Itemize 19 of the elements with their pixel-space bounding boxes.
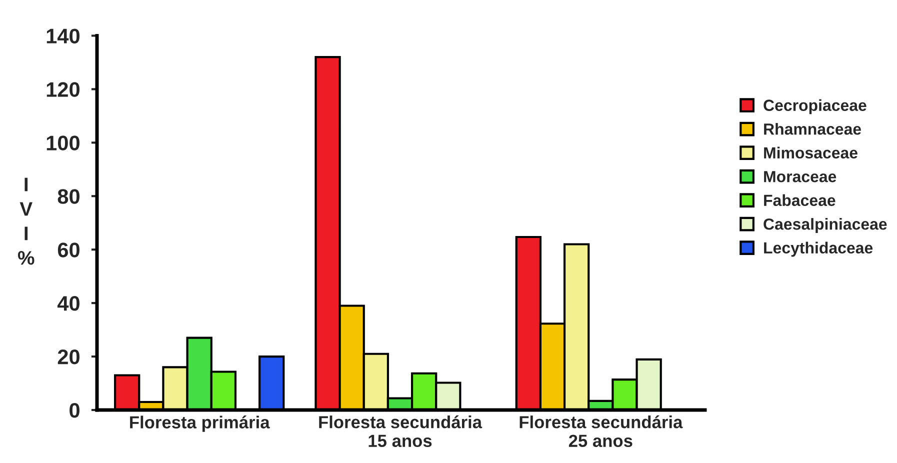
x-tick-label: Floresta primária (130, 416, 270, 432)
y-tick-label: 140 (46, 28, 80, 44)
y-tick-label: 40 (57, 296, 80, 311)
legend-label: Fabaceae (764, 194, 836, 206)
y-tick-label: 20 (58, 350, 80, 364)
legend-label: Mimosaceae (764, 146, 858, 159)
y-tick-label: 80 (58, 189, 80, 204)
legend-label: Moraceae (764, 171, 836, 182)
y-tick-label: 100 (46, 136, 80, 150)
legend-label: Lecythidaceae (764, 242, 873, 257)
y-tick-label: 120 (46, 82, 80, 97)
legend-label: Caesalpiniaceae (764, 218, 887, 233)
y-axis-title: I V I % (18, 178, 34, 265)
x-tick-label: Floresta secundária 25 anos (520, 415, 683, 448)
y-tick-label: 60 (58, 242, 80, 258)
y-tick-label: 0 (70, 403, 80, 418)
legend-label: Rhamnaceae (764, 123, 862, 135)
legend-label: Cecropiaceae (764, 99, 866, 114)
x-tick-label: Floresta secundária 15 anos (319, 415, 482, 448)
